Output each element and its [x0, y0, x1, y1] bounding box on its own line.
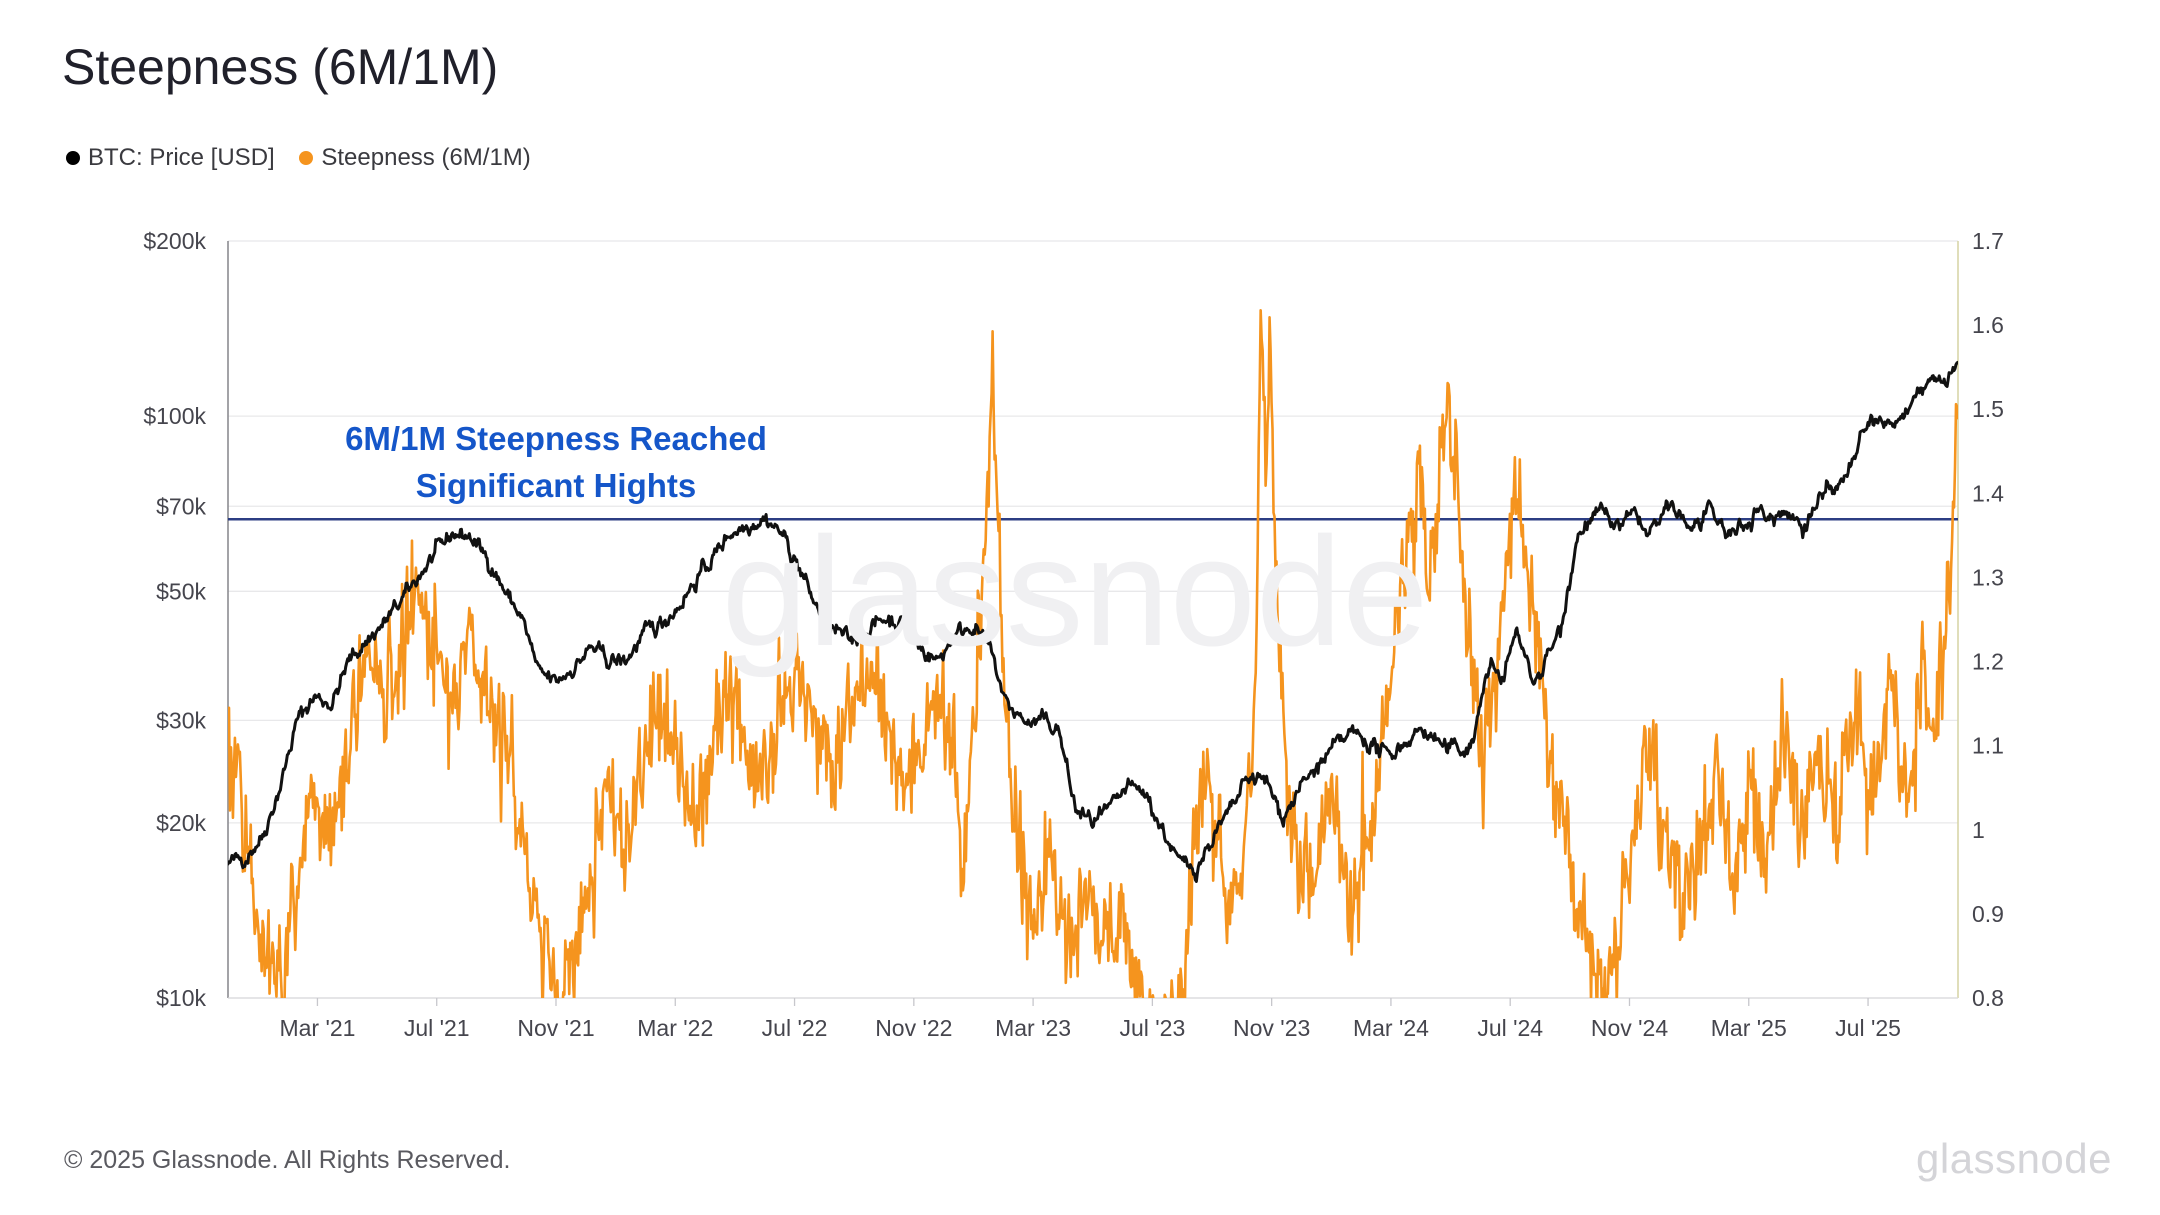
svg-text:Nov '22: Nov '22: [875, 1015, 952, 1041]
svg-text:0.8: 0.8: [1972, 985, 2004, 1011]
svg-text:Jul '22: Jul '22: [762, 1015, 828, 1041]
svg-text:1.5: 1.5: [1972, 396, 2004, 422]
svg-text:1: 1: [1972, 817, 1985, 843]
svg-text:$100k: $100k: [143, 403, 206, 429]
svg-text:1.6: 1.6: [1972, 312, 2004, 338]
svg-text:Mar '22: Mar '22: [637, 1015, 713, 1041]
svg-text:Jul '21: Jul '21: [404, 1015, 470, 1041]
svg-text:Mar '23: Mar '23: [995, 1015, 1071, 1041]
svg-text:$70k: $70k: [156, 493, 206, 519]
svg-text:$10k: $10k: [156, 985, 206, 1011]
svg-text:$200k: $200k: [143, 228, 206, 254]
svg-text:1.1: 1.1: [1972, 733, 2004, 759]
svg-text:Jul '25: Jul '25: [1835, 1015, 1901, 1041]
svg-text:1.4: 1.4: [1972, 480, 2004, 506]
svg-text:$20k: $20k: [156, 810, 206, 836]
svg-text:Nov '24: Nov '24: [1591, 1015, 1668, 1041]
svg-text:Nov '23: Nov '23: [1233, 1015, 1310, 1041]
svg-text:Mar '21: Mar '21: [279, 1015, 355, 1041]
svg-text:1.7: 1.7: [1972, 228, 2004, 254]
svg-text:Jul '24: Jul '24: [1477, 1015, 1543, 1041]
svg-text:Jul '23: Jul '23: [1119, 1015, 1185, 1041]
svg-text:0.9: 0.9: [1972, 901, 2004, 927]
svg-text:Mar '25: Mar '25: [1711, 1015, 1787, 1041]
svg-text:Nov '21: Nov '21: [517, 1015, 594, 1041]
svg-text:1.3: 1.3: [1972, 564, 2004, 590]
svg-text:$50k: $50k: [156, 578, 206, 604]
svg-text:$30k: $30k: [156, 707, 206, 733]
svg-text:1.2: 1.2: [1972, 649, 2004, 675]
svg-text:Mar '24: Mar '24: [1353, 1015, 1429, 1041]
svg-text:Significant Hights: Significant Hights: [416, 467, 697, 504]
svg-text:glassnode: glassnode: [722, 505, 1429, 678]
svg-text:6M/1M Steepness Reached: 6M/1M Steepness Reached: [345, 420, 767, 457]
